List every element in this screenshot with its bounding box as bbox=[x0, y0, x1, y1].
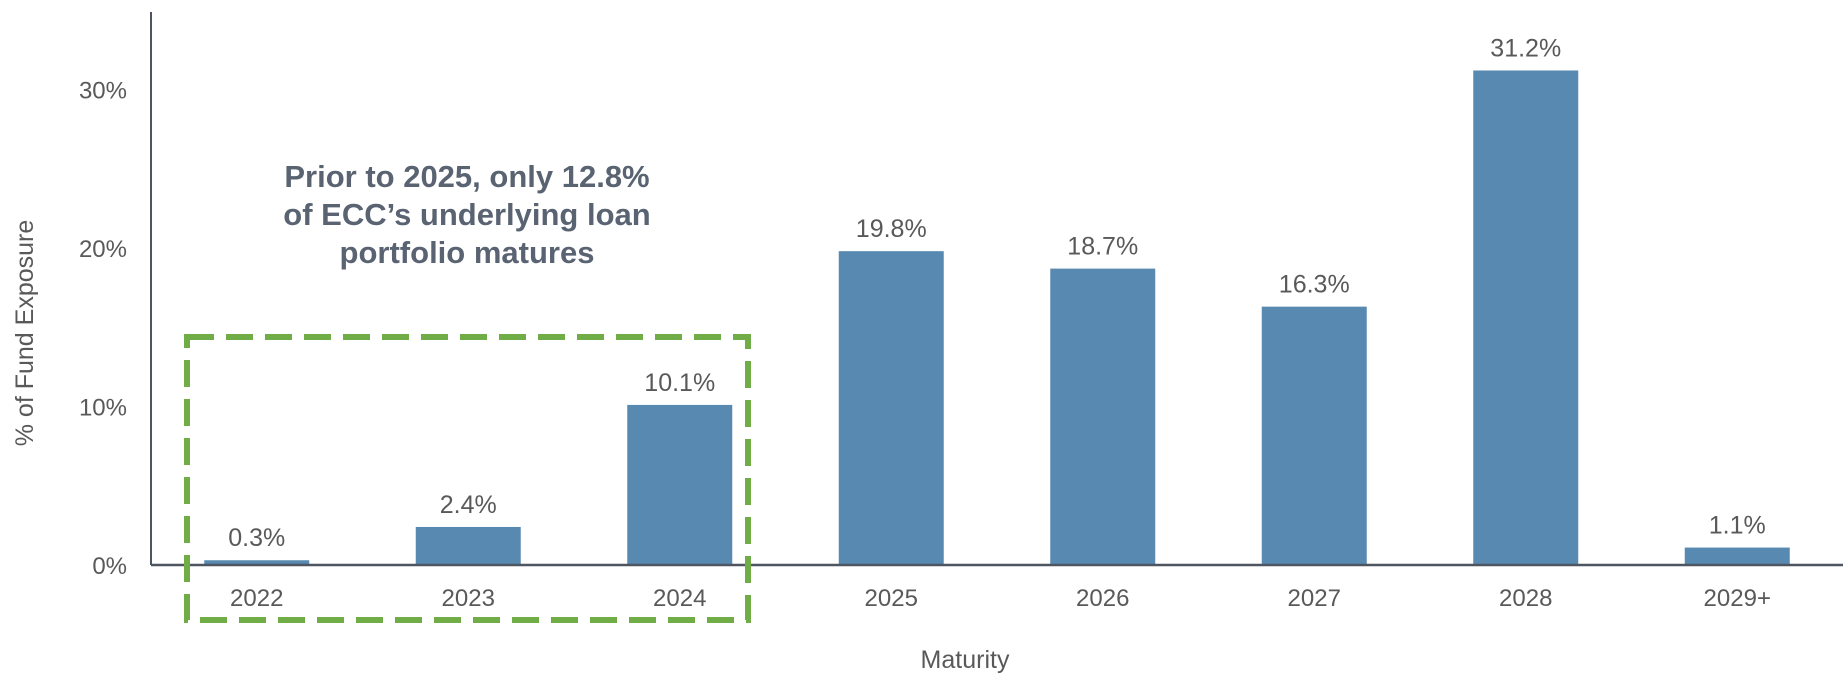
data-label-2024: 10.1% bbox=[644, 369, 715, 397]
data-label-2029: 1.1% bbox=[1709, 512, 1766, 540]
annotation-line-3: portfolio matures bbox=[340, 235, 595, 270]
y-ticks-layer: 0% 10% 20% 30% bbox=[79, 78, 127, 581]
bars-layer bbox=[204, 70, 1790, 566]
x-tick-label-2026: 2026 bbox=[1076, 585, 1129, 612]
bar-2022 bbox=[204, 560, 310, 565]
y-axis-title: % of Fund Exposure bbox=[11, 220, 39, 447]
annotation-line-1: Prior to 2025, only 12.8% bbox=[284, 159, 649, 194]
data-label-2023: 2.4% bbox=[440, 491, 497, 519]
bar-2028 bbox=[1473, 70, 1579, 565]
bar-2025 bbox=[838, 251, 944, 566]
x-tick-label-2027: 2027 bbox=[1288, 585, 1341, 612]
annotation-line-2: of ECC’s underlying loan bbox=[283, 197, 650, 232]
x-tick-label-2024: 2024 bbox=[653, 585, 706, 612]
bar-2024 bbox=[627, 404, 733, 565]
x-tick-label-2028: 2028 bbox=[1499, 585, 1552, 612]
bar-2026 bbox=[1050, 268, 1156, 565]
x-tick-label-2022: 2022 bbox=[230, 585, 283, 612]
x-tick-label-2025: 2025 bbox=[865, 585, 918, 612]
y-tick-label-30: 30% bbox=[79, 78, 127, 105]
data-label-2026: 18.7% bbox=[1067, 233, 1138, 261]
annotation-callout: Prior to 2025, only 12.8% of ECC’s under… bbox=[283, 159, 650, 270]
y-tick-label-10: 10% bbox=[79, 395, 127, 422]
x-ticks-layer: 2022 2023 2024 2025 2026 2027 2028 2029+ bbox=[230, 585, 1771, 612]
x-tick-label-2029: 2029+ bbox=[1704, 585, 1771, 612]
bar-2023 bbox=[415, 526, 521, 565]
y-tick-label-20: 20% bbox=[79, 236, 127, 263]
x-tick-label-2023: 2023 bbox=[442, 585, 495, 612]
data-label-2027: 16.3% bbox=[1279, 271, 1350, 299]
y-tick-label-0: 0% bbox=[92, 553, 127, 580]
data-labels-layer: 0.3% 2.4% 10.1% 19.8% 18.7% 16.3% 31.2% 1.1% bbox=[228, 34, 1765, 552]
bar-2029 bbox=[1684, 547, 1790, 565]
x-axis-title: Maturity bbox=[921, 646, 1010, 674]
highlight-box bbox=[184, 334, 751, 623]
data-label-2025: 19.8% bbox=[856, 215, 927, 243]
bar-2027 bbox=[1261, 306, 1367, 565]
data-label-2022: 0.3% bbox=[228, 524, 285, 552]
data-label-2028: 31.2% bbox=[1490, 34, 1561, 62]
